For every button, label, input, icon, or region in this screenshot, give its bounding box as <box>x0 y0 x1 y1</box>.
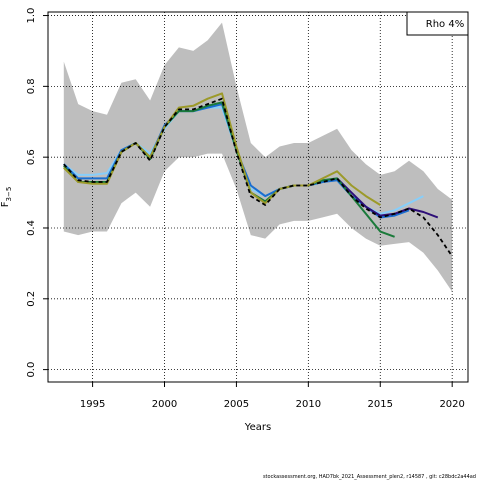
y-axis-label: F3−5 <box>0 187 13 208</box>
y-tick-label: 0.0 <box>26 362 37 378</box>
y-tick-label: 0.2 <box>26 291 37 307</box>
y-tick-label: 1.0 <box>26 8 37 24</box>
x-tick-label: 2015 <box>368 399 393 410</box>
axis-layer: 1995 2000 2005 2010 2015 2020 0.0 0.2 0.4 0.6 0.8 1… <box>26 8 465 410</box>
series-layer <box>63 92 453 257</box>
y-axis-label-main: F <box>0 201 11 207</box>
y-axis-label-subscript: 3−5 <box>5 187 13 202</box>
x-tick-label: 1995 <box>80 399 105 410</box>
x-axis-label: Years <box>244 422 271 433</box>
legend: Rho 4% <box>406 11 469 36</box>
y-tick-label: 0.8 <box>26 78 37 94</box>
legend-box <box>406 11 469 36</box>
x-tick-label: 2020 <box>439 399 464 410</box>
x-tick-label: 2005 <box>224 399 249 410</box>
y-axis-label-text: F3−5 <box>0 187 13 208</box>
series-line-5 <box>63 97 453 257</box>
plot-frame <box>47 11 469 383</box>
x-tick-label: 2010 <box>296 399 321 410</box>
y-tick-label: 0.4 <box>26 220 37 236</box>
legend-text: Rho 4% <box>426 19 464 30</box>
y-tick-label: 0.6 <box>26 149 37 165</box>
x-tick-label: 2000 <box>152 399 177 410</box>
footer-text: stockassessment.org, HAD7bk_2021_Assessm… <box>263 474 476 480</box>
